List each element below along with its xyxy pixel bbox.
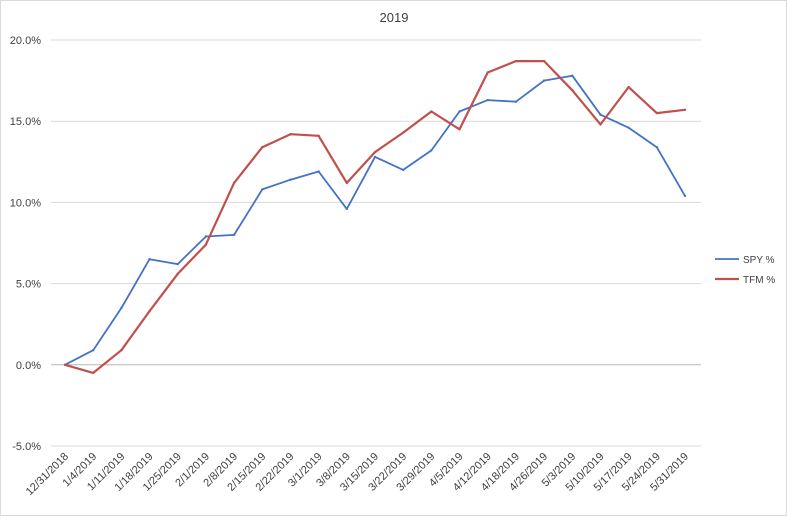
data-point (345, 207, 349, 211)
data-point (514, 59, 518, 63)
data-point (430, 149, 433, 152)
data-point (401, 168, 405, 172)
data-point (176, 272, 179, 276)
data-point (232, 181, 236, 185)
y-tick-label: -5.0% (12, 441, 41, 453)
x-tick-label: 12/31/2018 (24, 451, 71, 498)
y-tick-label: 15.0% (10, 116, 41, 128)
data-point (317, 170, 320, 173)
data-point (91, 371, 95, 375)
data-point (683, 108, 687, 112)
x-axis-tick-labels: 12/31/20181/4/20191/11/20191/18/20191/25… (24, 451, 691, 498)
legend-label: TFM % (743, 275, 775, 286)
y-axis-tick-labels: -5.0% 0.0% 5.0% 10.0% 15.0% 20.0% (10, 35, 41, 453)
series-line-1 (64, 74, 686, 366)
data-point (486, 71, 489, 74)
data-point (91, 348, 95, 352)
data-point (542, 79, 546, 82)
data-point (204, 243, 208, 246)
series-line-2 (64, 59, 686, 374)
legend-label: SPY % (743, 255, 775, 266)
data-point (599, 123, 602, 126)
data-point (655, 111, 659, 115)
data-point (458, 110, 461, 113)
data-point (571, 74, 574, 77)
series-lines (63, 59, 687, 375)
y-tick-label: 0.0% (16, 360, 41, 372)
data-point (289, 178, 292, 181)
chart-title: 2019 (380, 10, 409, 25)
data-point (261, 145, 264, 149)
data-point (261, 188, 264, 191)
gridlines (51, 39, 701, 447)
data-point (571, 89, 574, 92)
data-point (627, 85, 630, 89)
data-point (204, 235, 208, 238)
data-point (120, 306, 123, 310)
data-point (373, 150, 377, 154)
data-point (148, 310, 151, 313)
data-point (514, 100, 518, 103)
data-point (317, 134, 320, 138)
data-point (120, 348, 123, 352)
data-point (683, 194, 687, 198)
data-point (401, 131, 405, 134)
data-point (655, 145, 659, 149)
data-point (458, 128, 461, 131)
legend: SPY % TFM % (715, 255, 775, 286)
y-tick-label: 5.0% (16, 279, 41, 291)
data-point (373, 155, 377, 159)
data-point (430, 110, 433, 113)
y-tick-label: 10.0% (10, 197, 41, 209)
data-point (63, 363, 67, 366)
data-point (148, 258, 151, 261)
data-point (176, 262, 179, 266)
data-point (542, 59, 546, 63)
data-point (232, 233, 236, 237)
data-point (486, 98, 489, 102)
data-point (289, 132, 292, 136)
data-point (599, 113, 602, 116)
data-point (345, 181, 349, 185)
y-tick-label: 20.0% (10, 35, 41, 47)
data-point (627, 126, 630, 129)
